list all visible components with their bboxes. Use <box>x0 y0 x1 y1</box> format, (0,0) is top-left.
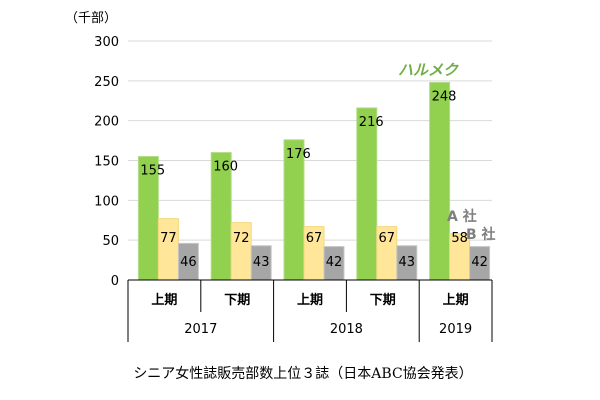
y-axis: 0 50 100 150 200 250 300 <box>94 35 119 289</box>
year-label: 2018 <box>330 322 363 337</box>
category-label: 上期 <box>151 293 177 308</box>
y-tick-label: 250 <box>94 75 119 90</box>
y-tick-label: 100 <box>94 194 119 209</box>
series-label-b: B 社 <box>466 226 496 243</box>
data-label: 72 <box>233 231 250 246</box>
data-label: 67 <box>306 231 323 246</box>
data-label: 43 <box>253 255 270 270</box>
data-label: 42 <box>326 255 343 270</box>
data-label: 46 <box>180 255 197 270</box>
category-label: 上期 <box>443 293 469 308</box>
category-label: 上期 <box>297 293 323 308</box>
y-tick-label: 200 <box>94 115 119 130</box>
data-label: 176 <box>286 147 311 162</box>
bars <box>137 81 491 281</box>
y-tick-label: 300 <box>94 35 119 50</box>
y-tick-label: 150 <box>94 155 119 170</box>
x-axis: 上期 下期 上期 下期 上期 2017 2018 2019 <box>127 279 493 342</box>
category-label: 下期 <box>370 293 396 308</box>
data-label: 160 <box>213 160 238 175</box>
data-label: 216 <box>359 115 384 130</box>
series-label-harumeku: ハルメク <box>398 61 459 79</box>
data-label: 155 <box>140 164 165 179</box>
year-label: 2017 <box>184 322 217 337</box>
bar-series-1-cat-0 <box>157 218 179 281</box>
category-label: 下期 <box>224 293 250 308</box>
data-label: 42 <box>471 255 488 270</box>
bar-series-0-cat-4 <box>429 81 451 281</box>
y-tick-label: 50 <box>102 234 119 249</box>
bar-series-0-cat-3 <box>356 107 378 281</box>
data-label: 77 <box>160 231 177 246</box>
year-label: 2019 <box>439 322 472 337</box>
data-label: 43 <box>399 255 416 270</box>
data-label: 67 <box>379 231 396 246</box>
series-label-a: A 社 <box>447 208 477 225</box>
data-label: 58 <box>451 231 468 246</box>
y-unit-label: （千部） <box>65 11 117 26</box>
data-label: 248 <box>432 89 457 104</box>
y-tick-label: 0 <box>111 274 119 289</box>
chart-caption: シニア女性誌販売部数上位３誌（日本ABC協会発表） <box>133 365 472 382</box>
